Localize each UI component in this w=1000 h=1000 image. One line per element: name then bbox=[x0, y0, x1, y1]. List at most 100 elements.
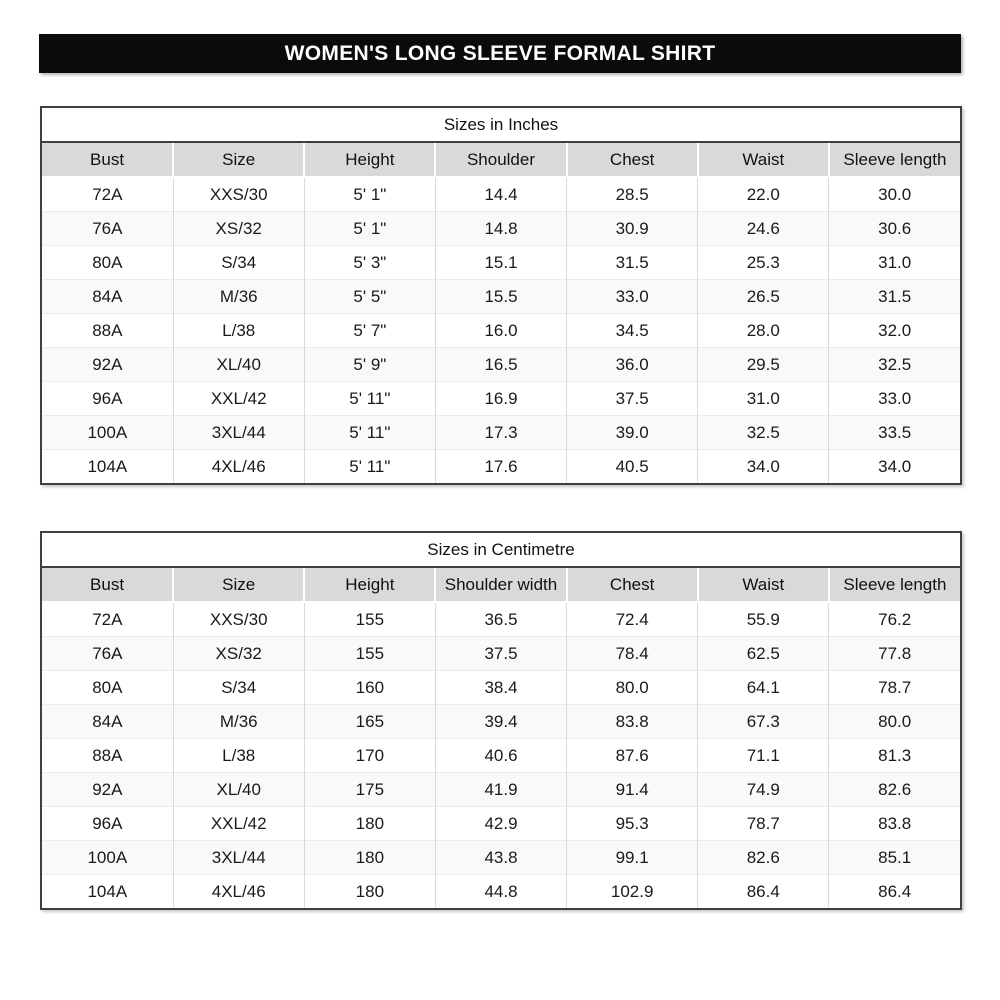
column-header: Height bbox=[303, 143, 436, 178]
table-cell: 37.5 bbox=[566, 381, 698, 416]
table-cell: 36.5 bbox=[434, 602, 567, 637]
table-cell: 96A bbox=[42, 381, 174, 416]
table-row: 100A 3XL/44 5' 11" 17.3 39.0 32.5 33.5 bbox=[42, 415, 960, 450]
table-cell: XXL/42 bbox=[172, 806, 305, 841]
table-cell: 33.0 bbox=[828, 381, 960, 416]
table-row: 80A S/34 5' 3" 15.1 31.5 25.3 31.0 bbox=[42, 245, 960, 280]
table-cell: 30.0 bbox=[828, 177, 960, 212]
table-row: 92A XL/40 175 41.9 91.4 74.9 82.6 bbox=[42, 772, 960, 807]
column-header: Sleeve length bbox=[827, 143, 960, 178]
table-cell: 39.4 bbox=[434, 704, 567, 739]
table-cell: 170 bbox=[303, 738, 436, 773]
table-cell: 87.6 bbox=[566, 738, 698, 773]
table-cell: 180 bbox=[303, 840, 436, 875]
table-cell: 5' 9" bbox=[303, 347, 436, 382]
table-cell: 99.1 bbox=[566, 840, 698, 875]
table-cell: 96A bbox=[42, 806, 174, 841]
table-cell: XXL/42 bbox=[172, 381, 305, 416]
table-cell: 5' 11" bbox=[303, 381, 436, 416]
table-cell: 55.9 bbox=[697, 602, 829, 637]
table-cell: 83.8 bbox=[828, 806, 960, 841]
centimetre-size-table: Bust Size Height Shoulder width Chest Waist Sl… bbox=[42, 568, 960, 908]
table-row: 104A 4XL/46 5' 11" 17.6 40.5 34.0 34.0 bbox=[42, 449, 960, 483]
column-header: Bust bbox=[42, 568, 174, 603]
table-row: 80A S/34 160 38.4 80.0 64.1 78.7 bbox=[42, 670, 960, 705]
table-cell: 34.0 bbox=[697, 449, 829, 483]
centimetre-table-title: Sizes in Centimetre bbox=[42, 533, 960, 568]
table-cell: 41.9 bbox=[434, 772, 567, 807]
table-cell: 72A bbox=[42, 602, 174, 637]
table-cell: L/38 bbox=[172, 313, 305, 348]
table-cell: 180 bbox=[303, 874, 436, 908]
table-cell: 84A bbox=[42, 704, 174, 739]
table-cell: 78.4 bbox=[566, 636, 698, 671]
table-cell: 15.1 bbox=[434, 245, 567, 280]
table-cell: 5' 1" bbox=[303, 177, 436, 212]
table-cell: 5' 7" bbox=[303, 313, 436, 348]
table-cell: 30.9 bbox=[566, 211, 698, 246]
table-cell: 155 bbox=[303, 602, 436, 637]
table-cell: 76A bbox=[42, 211, 174, 246]
table-row: 92A XL/40 5' 9" 16.5 36.0 29.5 32.5 bbox=[42, 347, 960, 382]
table-row: 104A 4XL/46 180 44.8 102.9 86.4 86.4 bbox=[42, 874, 960, 908]
table-cell: XXS/30 bbox=[172, 602, 305, 637]
inches-size-table: Bust Size Height Shoulder Chest Waist Sleeve l… bbox=[42, 143, 960, 483]
header-row: Bust Size Height Shoulder width Chest Waist Sl… bbox=[42, 568, 960, 603]
table-cell: 40.6 bbox=[434, 738, 567, 773]
table-cell: 85.1 bbox=[828, 840, 960, 875]
table-row: 76A XS/32 5' 1" 14.8 30.9 24.6 30.6 bbox=[42, 211, 960, 246]
column-header: Chest bbox=[565, 143, 698, 178]
table-cell: 4XL/46 bbox=[172, 874, 305, 908]
table-cell: 29.5 bbox=[697, 347, 829, 382]
table-cell: 80A bbox=[42, 245, 174, 280]
table-cell: 16.9 bbox=[434, 381, 567, 416]
table-cell: 81.3 bbox=[828, 738, 960, 773]
table-cell: 36.0 bbox=[566, 347, 698, 382]
table-cell: 160 bbox=[303, 670, 436, 705]
table-cell: 31.0 bbox=[828, 245, 960, 280]
table-cell: S/34 bbox=[172, 670, 305, 705]
table-cell: 31.5 bbox=[828, 279, 960, 314]
centimetre-size-table-card: Sizes in Centimetre Bust Size Height Should… bbox=[40, 531, 962, 910]
table-row: 100A 3XL/44 180 43.8 99.1 82.6 85.1 bbox=[42, 840, 960, 875]
column-header: Size bbox=[172, 568, 305, 603]
product-title-banner: WOMEN'S LONG SLEEVE FORMAL SHIRT bbox=[39, 34, 961, 73]
table-cell: 175 bbox=[303, 772, 436, 807]
table-cell: 32.5 bbox=[828, 347, 960, 382]
table-cell: 67.3 bbox=[697, 704, 829, 739]
table-cell: 64.1 bbox=[697, 670, 829, 705]
table-cell: 82.6 bbox=[697, 840, 829, 875]
table-row: 88A L/38 5' 7" 16.0 34.5 28.0 32.0 bbox=[42, 313, 960, 348]
column-header: Height bbox=[303, 568, 436, 603]
table-cell: 43.8 bbox=[434, 840, 567, 875]
table-cell: 22.0 bbox=[697, 177, 829, 212]
table-cell: 33.5 bbox=[828, 415, 960, 450]
table-cell: 5' 1" bbox=[303, 211, 436, 246]
table-cell: 78.7 bbox=[828, 670, 960, 705]
table-cell: 5' 3" bbox=[303, 245, 436, 280]
table-cell: M/36 bbox=[172, 279, 305, 314]
table-cell: 37.5 bbox=[434, 636, 567, 671]
table-cell: 32.5 bbox=[697, 415, 829, 450]
table-cell: 84A bbox=[42, 279, 174, 314]
column-header: Shoulder bbox=[434, 143, 567, 178]
table-cell: 155 bbox=[303, 636, 436, 671]
table-cell: XXS/30 bbox=[172, 177, 305, 212]
table-cell: 16.5 bbox=[434, 347, 567, 382]
inches-table-title: Sizes in Inches bbox=[42, 108, 960, 143]
column-header: Waist bbox=[696, 143, 829, 178]
table-cell: 92A bbox=[42, 772, 174, 807]
column-header: Waist bbox=[696, 568, 829, 603]
table-cell: 71.1 bbox=[697, 738, 829, 773]
table-cell: 4XL/46 bbox=[172, 449, 305, 483]
header-row: Bust Size Height Shoulder Chest Waist Sleeve l… bbox=[42, 143, 960, 178]
table-row: 72A XXS/30 5' 1" 14.4 28.5 22.0 30.0 bbox=[42, 177, 960, 212]
table-cell: 25.3 bbox=[697, 245, 829, 280]
table-cell: 16.0 bbox=[434, 313, 567, 348]
table-cell: 31.5 bbox=[566, 245, 698, 280]
table-cell: 33.0 bbox=[566, 279, 698, 314]
table-cell: 28.5 bbox=[566, 177, 698, 212]
table-cell: 26.5 bbox=[697, 279, 829, 314]
table-cell: XS/32 bbox=[172, 636, 305, 671]
table-cell: 17.6 bbox=[434, 449, 567, 483]
